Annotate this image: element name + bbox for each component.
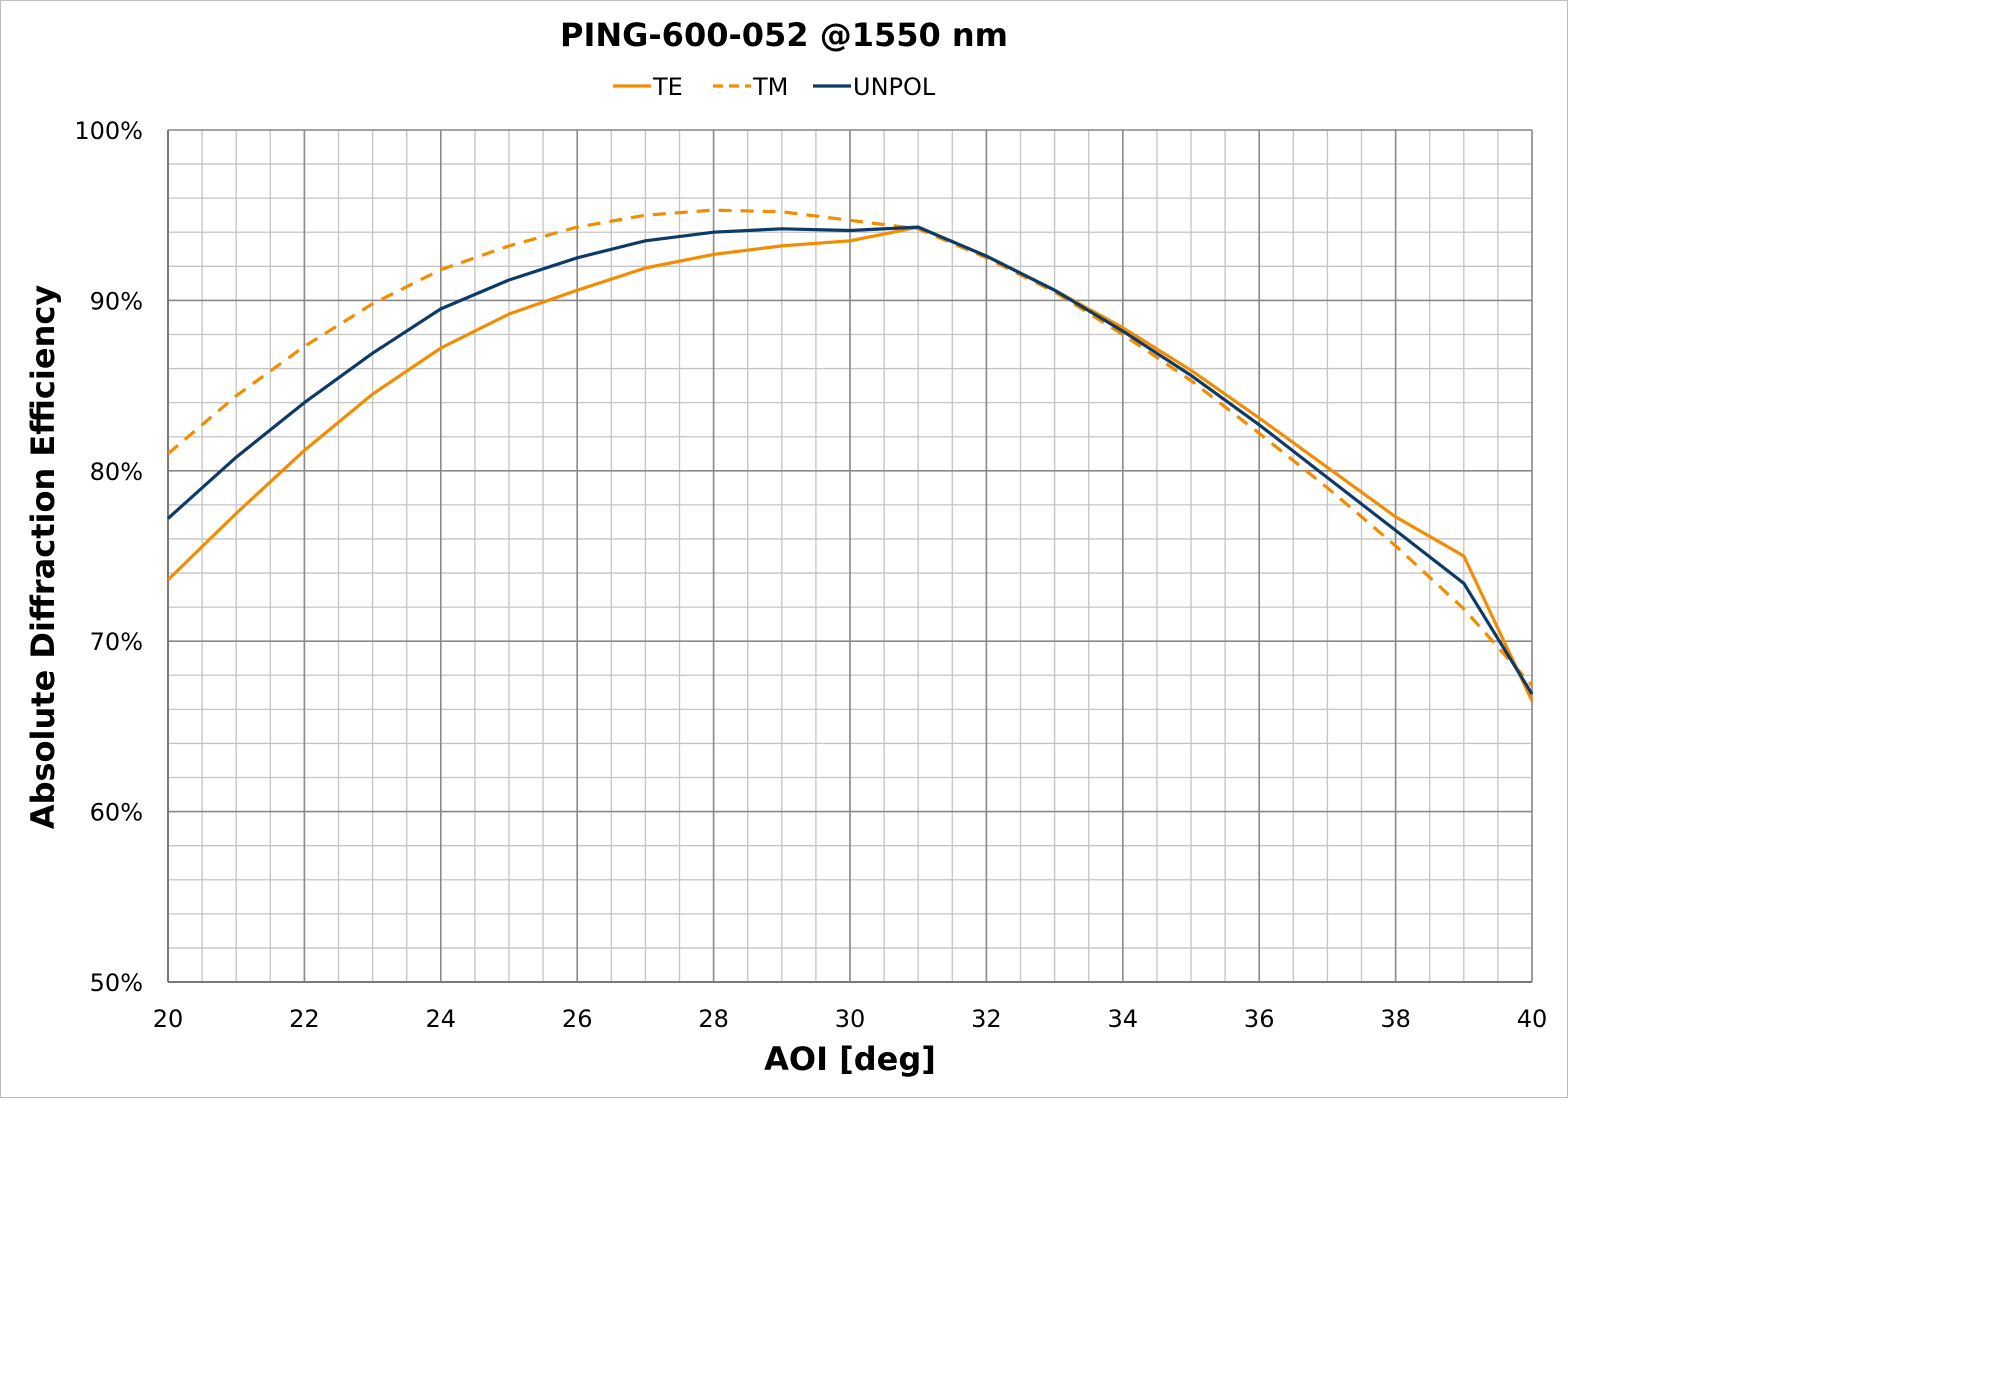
x-tick-label: 38 — [1380, 1005, 1411, 1033]
y-tick-label: 50% — [90, 969, 143, 997]
major-gridlines — [167, 129, 1533, 983]
y-tick-label: 100% — [74, 117, 143, 145]
legend-label-te: TE — [652, 73, 683, 101]
x-tick-label: 40 — [1517, 1005, 1548, 1033]
x-tick-label: 30 — [835, 1005, 866, 1033]
series-line-te — [166, 225, 1534, 702]
x-tick-label: 28 — [698, 1005, 729, 1033]
x-axis-title: AOI [deg] — [764, 1040, 936, 1078]
series-line-unpol — [166, 225, 1534, 695]
y-tick-label: 70% — [90, 628, 143, 656]
legend-label-tm: TM — [752, 73, 788, 101]
y-axis-title: Absolute Diffraction Efficiency — [24, 285, 62, 830]
y-tick-label: 80% — [90, 458, 143, 486]
x-tick-label: 24 — [426, 1005, 457, 1033]
y-axis-tick-labels: 50% 60% 70% 80% 90% 100% — [74, 117, 143, 997]
x-tick-label: 36 — [1244, 1005, 1275, 1033]
series-layer — [166, 208, 1534, 702]
x-tick-label: 26 — [562, 1005, 593, 1033]
x-axis-tick-labels: 20 22 24 26 28 30 32 34 36 38 40 — [153, 1005, 1548, 1033]
x-tick-label: 20 — [153, 1005, 184, 1033]
legend: TE TM UNPOL — [613, 73, 936, 101]
y-tick-label: 60% — [90, 799, 143, 827]
line-chart: PING-600-052 @1550 nm TE TM UNPOL 20 22 24 26… — [24, 16, 1548, 1078]
y-tick-label: 90% — [90, 287, 143, 315]
chart-title: PING-600-052 @1550 nm — [560, 16, 1008, 54]
legend-label-unpol: UNPOL — [853, 73, 936, 101]
x-tick-label: 34 — [1108, 1005, 1139, 1033]
x-tick-label: 22 — [289, 1005, 320, 1033]
chart-frame — [0, 0, 1568, 1098]
x-tick-label: 32 — [971, 1005, 1002, 1033]
